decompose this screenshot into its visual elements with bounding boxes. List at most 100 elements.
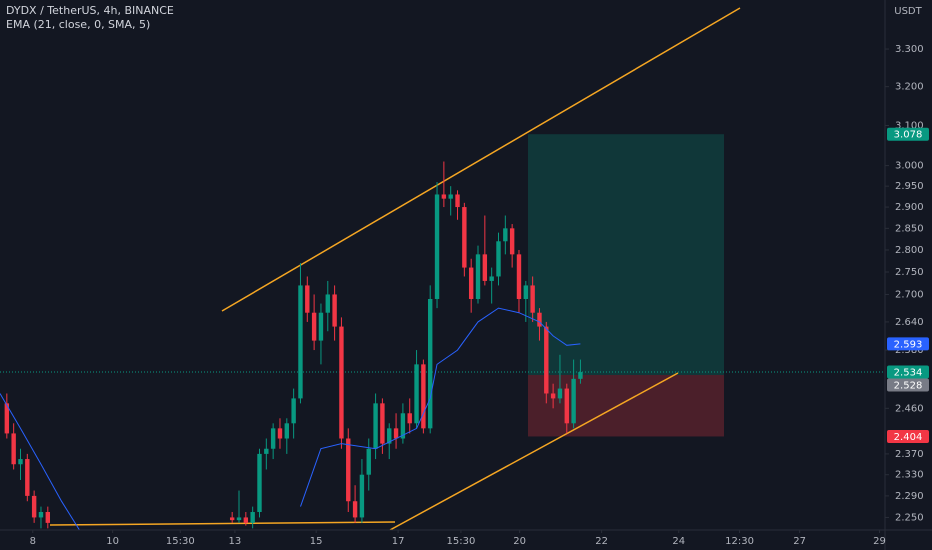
candle-body	[277, 428, 283, 439]
ema-line	[0, 307, 581, 530]
candle-body	[537, 312, 542, 327]
candle-body	[257, 453, 262, 513]
candle-body	[557, 388, 563, 399]
x-tick-label: 17	[392, 536, 405, 547]
candle-body	[38, 512, 44, 518]
candle-body	[229, 517, 235, 521]
price-label: 2.528	[894, 381, 923, 392]
candle-body	[523, 285, 529, 299]
trend-lines	[49, 7, 741, 530]
y-tick-label: 2.750	[895, 267, 924, 278]
y-tick-label: 2.900	[895, 202, 924, 213]
price-label-box	[887, 378, 929, 392]
candles	[4, 161, 583, 529]
y-tick-label: 2.370	[895, 449, 924, 460]
x-tick-label: 24	[672, 536, 685, 547]
loss-zone	[528, 374, 724, 437]
x-tick-label: 8	[30, 536, 36, 547]
candle-body	[468, 267, 474, 299]
trend-line	[389, 372, 679, 530]
candle-body	[284, 423, 290, 439]
candle-body	[441, 194, 447, 199]
profit-zone	[528, 134, 724, 375]
candle-body	[11, 433, 16, 465]
candle-body	[516, 254, 522, 299]
price-label: 3.078	[894, 130, 923, 141]
candle-body	[305, 285, 310, 313]
y-axis-label: USDT	[894, 6, 922, 17]
candle-body	[298, 285, 303, 399]
candle-body	[373, 403, 378, 449]
candle-body	[434, 194, 440, 299]
position-tool	[0, 134, 885, 437]
candle-body	[45, 512, 51, 523]
candle-body	[421, 364, 426, 429]
candle-body	[250, 512, 255, 523]
candle-body	[25, 459, 30, 496]
y-tick-label: 2.850	[895, 223, 924, 234]
x-tick-label: 13	[229, 536, 242, 547]
candle-body	[346, 438, 351, 502]
candle-body	[544, 326, 549, 394]
candle-body	[462, 207, 467, 268]
y-tick-label: 2.290	[895, 491, 924, 502]
y-tick-label: 3.100	[895, 120, 924, 131]
x-tick-label: 15:30	[166, 536, 195, 547]
y-tick-label: 2.800	[895, 245, 924, 256]
candle-body	[270, 428, 276, 449]
y-tick-label: 2.700	[895, 289, 924, 300]
y-tick-label: 2.640	[895, 317, 924, 328]
y-tick-label: 2.330	[895, 470, 924, 481]
y-tick-label: 3.300	[895, 44, 924, 55]
candle-body	[428, 298, 433, 429]
candle-body	[18, 459, 23, 465]
x-tick-label: 15:30	[447, 536, 476, 547]
candle-body	[455, 194, 460, 208]
candle-body	[352, 501, 358, 518]
candle-body	[530, 285, 535, 313]
candle-body	[578, 372, 583, 379]
price-label: 2.534	[894, 368, 923, 379]
candle-body	[311, 312, 317, 341]
candle-body	[564, 388, 569, 424]
candle-body	[366, 448, 371, 475]
x-tick-label: 29	[873, 536, 886, 547]
trend-line	[49, 521, 396, 526]
y-tick-label: 2.950	[895, 181, 924, 192]
x-tick-label: 12:30	[725, 536, 754, 547]
x-tick-label: 15	[310, 536, 323, 547]
trend-line	[221, 7, 741, 312]
candle-body	[503, 228, 508, 242]
candle-body	[236, 517, 242, 521]
candle-body	[359, 474, 365, 518]
price-label-box	[887, 337, 929, 351]
price-label-box	[887, 127, 929, 141]
candle-body	[291, 398, 296, 424]
chart-title: DYDX / TetherUS, 4h, BINANCE	[6, 4, 174, 17]
axes: 3.300 3.200 3.100 3.000 2.950 2.900 2.850 2.800…	[30, 44, 929, 547]
candle-body	[243, 517, 249, 523]
candle-body	[407, 413, 412, 424]
x-tick-label: 20	[513, 536, 526, 547]
y-tick-label: 2.580	[895, 345, 924, 356]
candle-body	[264, 448, 269, 454]
candle-body	[318, 312, 324, 341]
price-label-box	[887, 429, 929, 443]
candle-body	[332, 294, 337, 327]
y-tick-label: 2.460	[895, 403, 924, 414]
candle-body	[380, 403, 385, 444]
candle-body	[4, 403, 10, 434]
plot-area	[0, 7, 885, 530]
candle-body	[448, 194, 453, 199]
candle-body	[482, 254, 488, 281]
candle-body	[339, 326, 344, 439]
x-tick-label: 27	[793, 536, 806, 547]
indicator-label: EMA (21, close, 0, SMA, 5)	[6, 18, 150, 31]
candle-body	[475, 254, 481, 299]
candle-body	[550, 393, 556, 399]
price-label: 2.593	[894, 339, 923, 350]
x-tick-label: 22	[595, 536, 608, 547]
candle-body	[387, 428, 392, 444]
